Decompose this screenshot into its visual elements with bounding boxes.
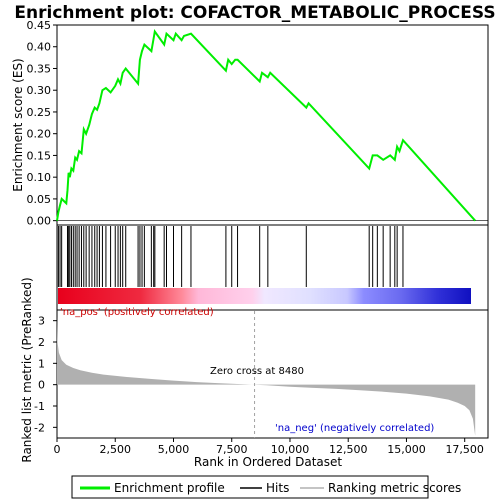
legend-enrichment-profile: Enrichment profile xyxy=(114,481,225,495)
na-neg-label: 'na_neg' (negatively correlated) xyxy=(275,423,434,434)
chart-title: Enrichment plot: COFACTOR_METABOLIC_PROC… xyxy=(14,3,495,23)
metric-y-tick-label-5: 3 xyxy=(38,315,45,328)
metric-y-axis: -2 -1 0 1 2 3 xyxy=(34,315,57,434)
es-panel-frame xyxy=(56,24,489,226)
x-axis: 0 2,500 5,000 7,500 10,000 12,500 15,000 17,500 xyxy=(54,438,484,456)
es-y-tick-label-0: 0.00 xyxy=(27,215,52,228)
es-y-tick-label-7: 0.35 xyxy=(27,62,52,75)
es-y-tick-label-2: 0.10 xyxy=(27,171,52,184)
x-tick-label-6: 15,000 xyxy=(387,443,426,456)
x-tick-label-0: 0 xyxy=(54,443,61,456)
x-axis-label: Rank in Ordered Dataset xyxy=(194,455,342,469)
es-y-tick-label-6: 0.30 xyxy=(27,84,52,97)
es-y-tick-label-4: 0.20 xyxy=(27,128,52,141)
legend-hits: Hits xyxy=(266,481,289,495)
metric-y-tick-label-3: 1 xyxy=(38,357,45,370)
metric-y-tick-label-4: 2 xyxy=(38,336,45,349)
rank-colorbar xyxy=(58,288,471,304)
hits-group xyxy=(57,226,404,287)
metric-y-tick-label-2: 0 xyxy=(38,379,45,392)
es-y-tick-label-5: 0.25 xyxy=(27,106,52,119)
es-y-tick-label-8: 0.40 xyxy=(27,41,52,54)
na-pos-label: 'na_pos' (positively correlated) xyxy=(60,307,214,318)
x-tick-label-1: 2,500 xyxy=(99,443,131,456)
es-y-tick-label-1: 0.05 xyxy=(27,193,52,206)
legend-box xyxy=(71,475,429,499)
metric-y-tick-label-1: -1 xyxy=(34,400,45,413)
x-tick-label-2: 5,000 xyxy=(158,443,190,456)
es-y-tick-label-9: 0.45 xyxy=(27,19,52,32)
x-tick-label-3: 7,500 xyxy=(216,443,248,456)
metric-y-tick-label-0: -2 xyxy=(34,421,45,434)
metric-panel-frame xyxy=(56,309,489,439)
x-tick-label-5: 12,500 xyxy=(329,443,368,456)
enrichment-profile-line xyxy=(56,28,476,222)
metric-y-label: Ranked list metric (PreRanked) xyxy=(20,277,34,462)
es-y-axis: 0.00 0.05 0.10 0.15 0.20 0.25 0.30 0.35 0.40 0.45 xyxy=(27,19,57,228)
x-tick-label-4: 10,000 xyxy=(271,443,310,456)
es-y-tick-label-3: 0.15 xyxy=(27,149,52,162)
x-tick-label-7: 17,500 xyxy=(445,443,484,456)
zero-cross-label: Zero cross at 8480 xyxy=(210,366,304,377)
legend-ranking-metric: Ranking metric scores xyxy=(328,481,461,495)
es-y-label: Enrichment score (ES) xyxy=(11,58,25,191)
